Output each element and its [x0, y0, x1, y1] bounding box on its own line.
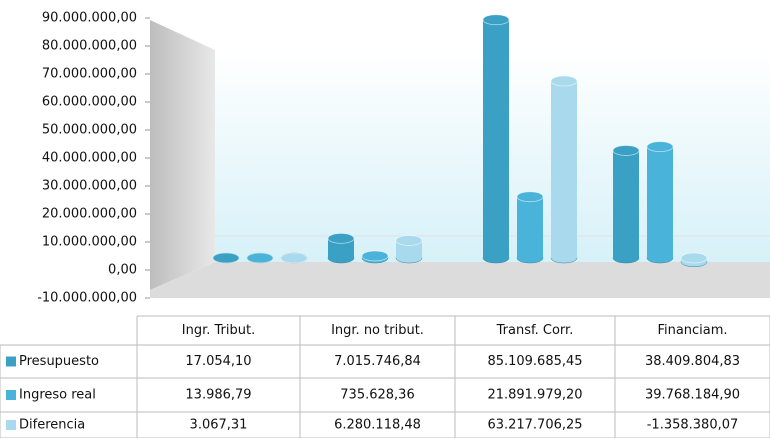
table-cell: 63.217.706,25 [487, 418, 582, 433]
y-tick-label: 20.000.000,00 [42, 207, 137, 222]
bar-top [395, 235, 423, 246]
bar-top [680, 252, 708, 264]
table-cell: 17.054,10 [185, 354, 251, 369]
table-cell: -1.358.380,07 [647, 418, 739, 433]
bar [517, 196, 543, 258]
bar-top [612, 145, 640, 156]
bar [613, 150, 639, 258]
legend-label: Ingreso real [19, 388, 96, 403]
y-tick-label: 0,00 [108, 263, 137, 278]
bar [328, 238, 354, 258]
y-tick-label: 80.000.000,00 [42, 39, 137, 54]
bar-top [550, 75, 578, 87]
y-tick-label: -10.000.000,00 [37, 291, 137, 306]
table-cell: 21.891.979,20 [487, 388, 582, 403]
bar-top [212, 252, 240, 264]
table-cell: 13.986,79 [185, 388, 251, 403]
table-cell: 6.280.118,48 [334, 418, 421, 433]
y-tick-label: 70.000.000,00 [42, 67, 137, 82]
table-cell: 7.015.746,84 [334, 354, 421, 369]
bar-top [516, 191, 544, 203]
bar-top [482, 14, 510, 26]
legend-swatch [6, 390, 16, 400]
bar-top [327, 232, 355, 244]
legend-swatch [6, 420, 16, 430]
floor [150, 262, 770, 298]
table-header: Transf. Corr. [496, 323, 574, 338]
y-tick-label: 60.000.000,00 [42, 95, 137, 110]
table-cell: 85.109.685,45 [487, 354, 582, 369]
y-tick-label: 90.000.000,00 [42, 11, 137, 26]
bar [483, 19, 509, 258]
table-cell: 735.628,36 [340, 388, 414, 403]
y-tick-label: 10.000.000,00 [42, 235, 137, 250]
bar-top [646, 141, 674, 153]
table-cell: 39.768.184,90 [645, 388, 740, 403]
bar [647, 146, 673, 258]
legend-swatch [6, 356, 16, 367]
table-cell: 3.067,31 [190, 418, 248, 433]
y-tick-label: 40.000.000,00 [42, 151, 137, 166]
bar-top [280, 252, 308, 264]
y-tick-label: 30.000.000,00 [42, 179, 137, 194]
legend-label: Diferencia [19, 418, 85, 433]
y-tick-label: 50.000.000,00 [42, 123, 137, 138]
table-header: Ingr. no tribut. [331, 323, 424, 338]
bar-top [246, 252, 274, 264]
side-wall [150, 20, 215, 290]
legend-label: Presupuesto [19, 354, 99, 369]
bar [551, 80, 577, 259]
table-header: Financiam. [657, 323, 727, 338]
bar-top [361, 250, 389, 262]
table-cell: 38.409.804,83 [645, 354, 740, 369]
table-header: Ingr. Tribut. [182, 323, 255, 338]
